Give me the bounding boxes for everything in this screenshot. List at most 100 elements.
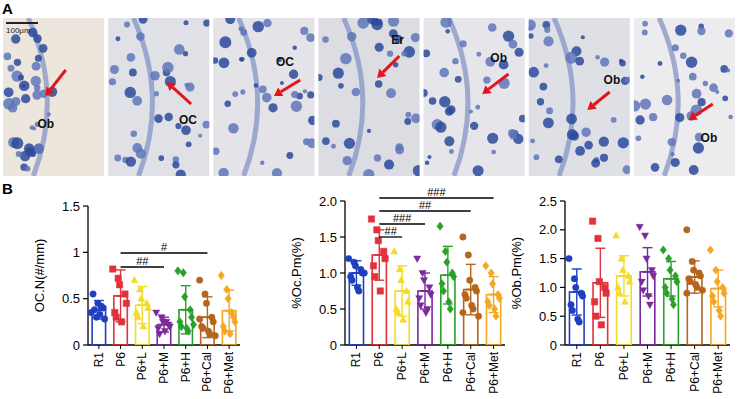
arrow-shaft — [50, 70, 65, 90]
arrow-head — [274, 88, 283, 97]
error-bar — [397, 266, 407, 316]
cell — [689, 73, 697, 81]
data-point — [684, 227, 690, 233]
data-point — [372, 273, 378, 279]
cell — [240, 89, 245, 94]
cell — [444, 136, 454, 146]
mean-line — [203, 316, 212, 318]
error-cap — [159, 331, 169, 332]
cell — [186, 141, 192, 147]
cell — [39, 44, 48, 53]
error-bar — [137, 287, 147, 324]
cell — [387, 51, 393, 57]
chart: 00.51.01.52.02.5%Ob.Pm(%)R1P6P6+LP6+MP6+… — [509, 194, 730, 394]
cell — [272, 168, 282, 176]
cell — [30, 125, 35, 130]
error-cap — [595, 317, 605, 318]
cell — [642, 30, 648, 36]
cell — [260, 161, 264, 165]
cell — [595, 55, 600, 60]
cell — [213, 148, 219, 155]
y-tick-label: 1.5 — [539, 251, 557, 266]
data-point — [212, 333, 218, 339]
error-cap — [116, 321, 126, 322]
y-tick — [560, 258, 565, 259]
error-bar — [351, 261, 361, 285]
arrow-shaft — [173, 87, 191, 104]
cell — [224, 101, 231, 108]
data-point — [579, 293, 585, 299]
data-point — [398, 276, 405, 282]
marks — [345, 216, 502, 345]
cell — [618, 137, 629, 148]
cell — [303, 89, 307, 93]
cell — [126, 156, 136, 166]
significance-label: ## — [136, 255, 149, 267]
error-cap — [116, 269, 126, 270]
cell — [455, 76, 462, 83]
x-tick-label: P6+Met — [487, 351, 501, 393]
cell — [16, 151, 22, 157]
micrograph-bg — [634, 18, 735, 176]
y-tick-label: 0 — [330, 338, 337, 353]
data-point — [483, 262, 489, 270]
x-tick — [402, 345, 403, 349]
significance-label: ### — [393, 212, 412, 224]
cell — [476, 52, 481, 57]
cell — [470, 122, 478, 130]
cell — [136, 32, 145, 41]
cell — [129, 69, 137, 77]
cell — [371, 19, 378, 26]
cell — [110, 65, 119, 74]
mean-line — [690, 276, 700, 278]
cell — [125, 87, 136, 98]
data-point — [697, 273, 703, 279]
data-point — [576, 319, 582, 325]
cell — [697, 27, 705, 35]
arrow-label: OC — [276, 55, 294, 69]
x-tick — [164, 345, 165, 349]
micrograph-bg — [213, 18, 314, 176]
y-tick-label: 0.5 — [539, 309, 557, 324]
error-bar — [595, 248, 605, 317]
mean-line — [397, 290, 407, 292]
error-cap — [443, 303, 453, 304]
error-bar — [642, 248, 652, 296]
data-point — [475, 313, 481, 319]
significance-label: ### — [427, 186, 446, 198]
mean-line — [181, 309, 190, 311]
mean-line — [138, 304, 147, 306]
cells — [109, 18, 209, 176]
cell — [651, 163, 660, 172]
trabecula — [344, 18, 363, 176]
cell — [539, 83, 547, 91]
cell — [150, 71, 160, 81]
cell — [203, 19, 209, 26]
error-bar — [224, 290, 234, 331]
y-tick — [560, 229, 565, 230]
data-point — [134, 313, 141, 319]
data-point — [394, 309, 401, 315]
x-tick — [671, 345, 672, 349]
cell — [529, 67, 539, 78]
micrograph: OC — [108, 15, 210, 180]
y-tick — [83, 298, 88, 299]
arrow-shaft — [383, 56, 400, 72]
data-point — [375, 237, 381, 243]
cell — [3, 98, 15, 110]
cell — [24, 143, 34, 153]
y-tick-label: 1.0 — [539, 280, 557, 295]
data-point — [391, 248, 398, 254]
cell — [469, 109, 473, 113]
error-cap — [595, 248, 605, 249]
arrow-head — [377, 69, 386, 78]
cell — [670, 152, 674, 156]
micrograph: Ob — [420, 16, 527, 176]
cell — [375, 80, 383, 88]
data-point — [650, 273, 657, 279]
cell — [232, 91, 238, 97]
data-point — [203, 300, 209, 306]
error-bar — [94, 301, 104, 320]
cell — [449, 149, 454, 154]
x-tick — [207, 345, 208, 349]
